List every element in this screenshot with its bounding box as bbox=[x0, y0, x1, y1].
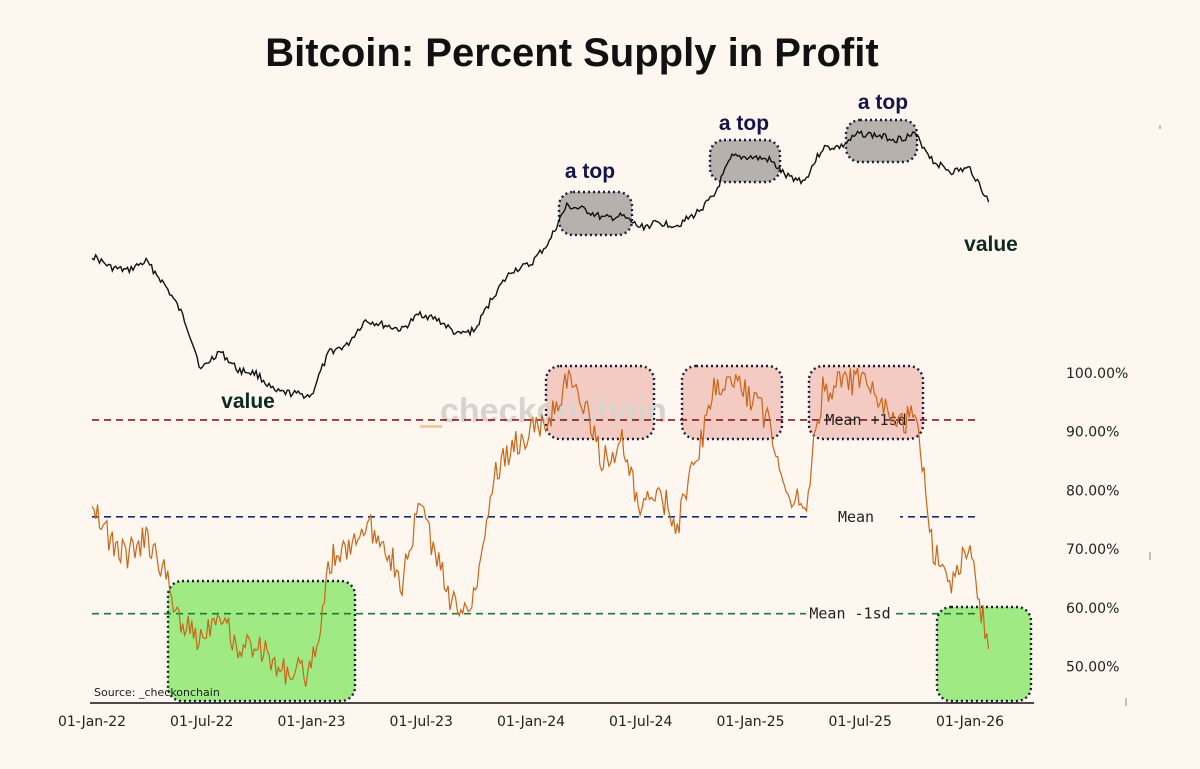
mean-label-bg bbox=[812, 506, 900, 527]
chart-title: Bitcoin: Percent Supply in Profit bbox=[265, 31, 878, 75]
mean-label: Mean bbox=[838, 508, 874, 526]
price-top-box-2 bbox=[708, 138, 782, 184]
x-tick-label: 01-Jan-26 bbox=[936, 714, 1004, 730]
mean-plus-1sd-label: Mean +1sd bbox=[825, 411, 906, 429]
series-lines bbox=[91, 130, 990, 688]
mean-minus-1sd-label-bg bbox=[806, 603, 894, 624]
mean-minus-1sd-label: Mean -1sd bbox=[809, 605, 890, 623]
x-tick-label: 01-Jan-22 bbox=[58, 714, 126, 730]
x-tick-label: 01-Jan-23 bbox=[277, 714, 345, 730]
price-series-line bbox=[91, 130, 990, 400]
y-tick-label: 60.00% bbox=[1066, 601, 1119, 617]
watermark: checkonchain bbox=[440, 392, 667, 430]
highlight-zones bbox=[166, 118, 1033, 703]
reference-lines: Mean +1sd Mean Mean -1sd bbox=[92, 411, 980, 624]
price-top-box-1 bbox=[557, 190, 634, 237]
annotation-value-right: value bbox=[964, 233, 1018, 256]
price-top-box-3 bbox=[844, 118, 919, 164]
axes: 01-Jan-22 01-Jul-22 01-Jan-23 01-Jul-23 01-J… bbox=[58, 125, 1161, 730]
zone-top-2024b bbox=[680, 364, 784, 441]
zone-value-2026 bbox=[935, 605, 1033, 703]
x-tick-label: 01-Jan-24 bbox=[497, 714, 565, 730]
watermark-underline bbox=[420, 425, 442, 428]
x-tick-label: 01-Jul-25 bbox=[829, 714, 892, 730]
supply-profit-series-line bbox=[91, 367, 990, 688]
annotation-value-left: value bbox=[221, 390, 275, 413]
annotation-top-2: a top bbox=[719, 112, 769, 135]
x-tick-label: 01-Jul-23 bbox=[390, 714, 453, 730]
x-tick-label: 01-Jan-25 bbox=[716, 714, 784, 730]
y-tick-label: 100.00% bbox=[1066, 366, 1128, 382]
annotation-top-1: a top bbox=[565, 160, 615, 183]
x-tick-label: 01-Jul-22 bbox=[170, 714, 233, 730]
annotation-top-3: a top bbox=[858, 91, 908, 114]
x-tick-label: 01-Jul-24 bbox=[609, 714, 672, 730]
y-tick-label: 50.00% bbox=[1066, 660, 1119, 676]
y-tick-label: 70.00% bbox=[1066, 542, 1119, 558]
source-note: Source: _checkonchain bbox=[94, 686, 220, 699]
y-tick-label: 90.00% bbox=[1066, 425, 1119, 441]
y-tick-label: 80.00% bbox=[1066, 483, 1119, 499]
